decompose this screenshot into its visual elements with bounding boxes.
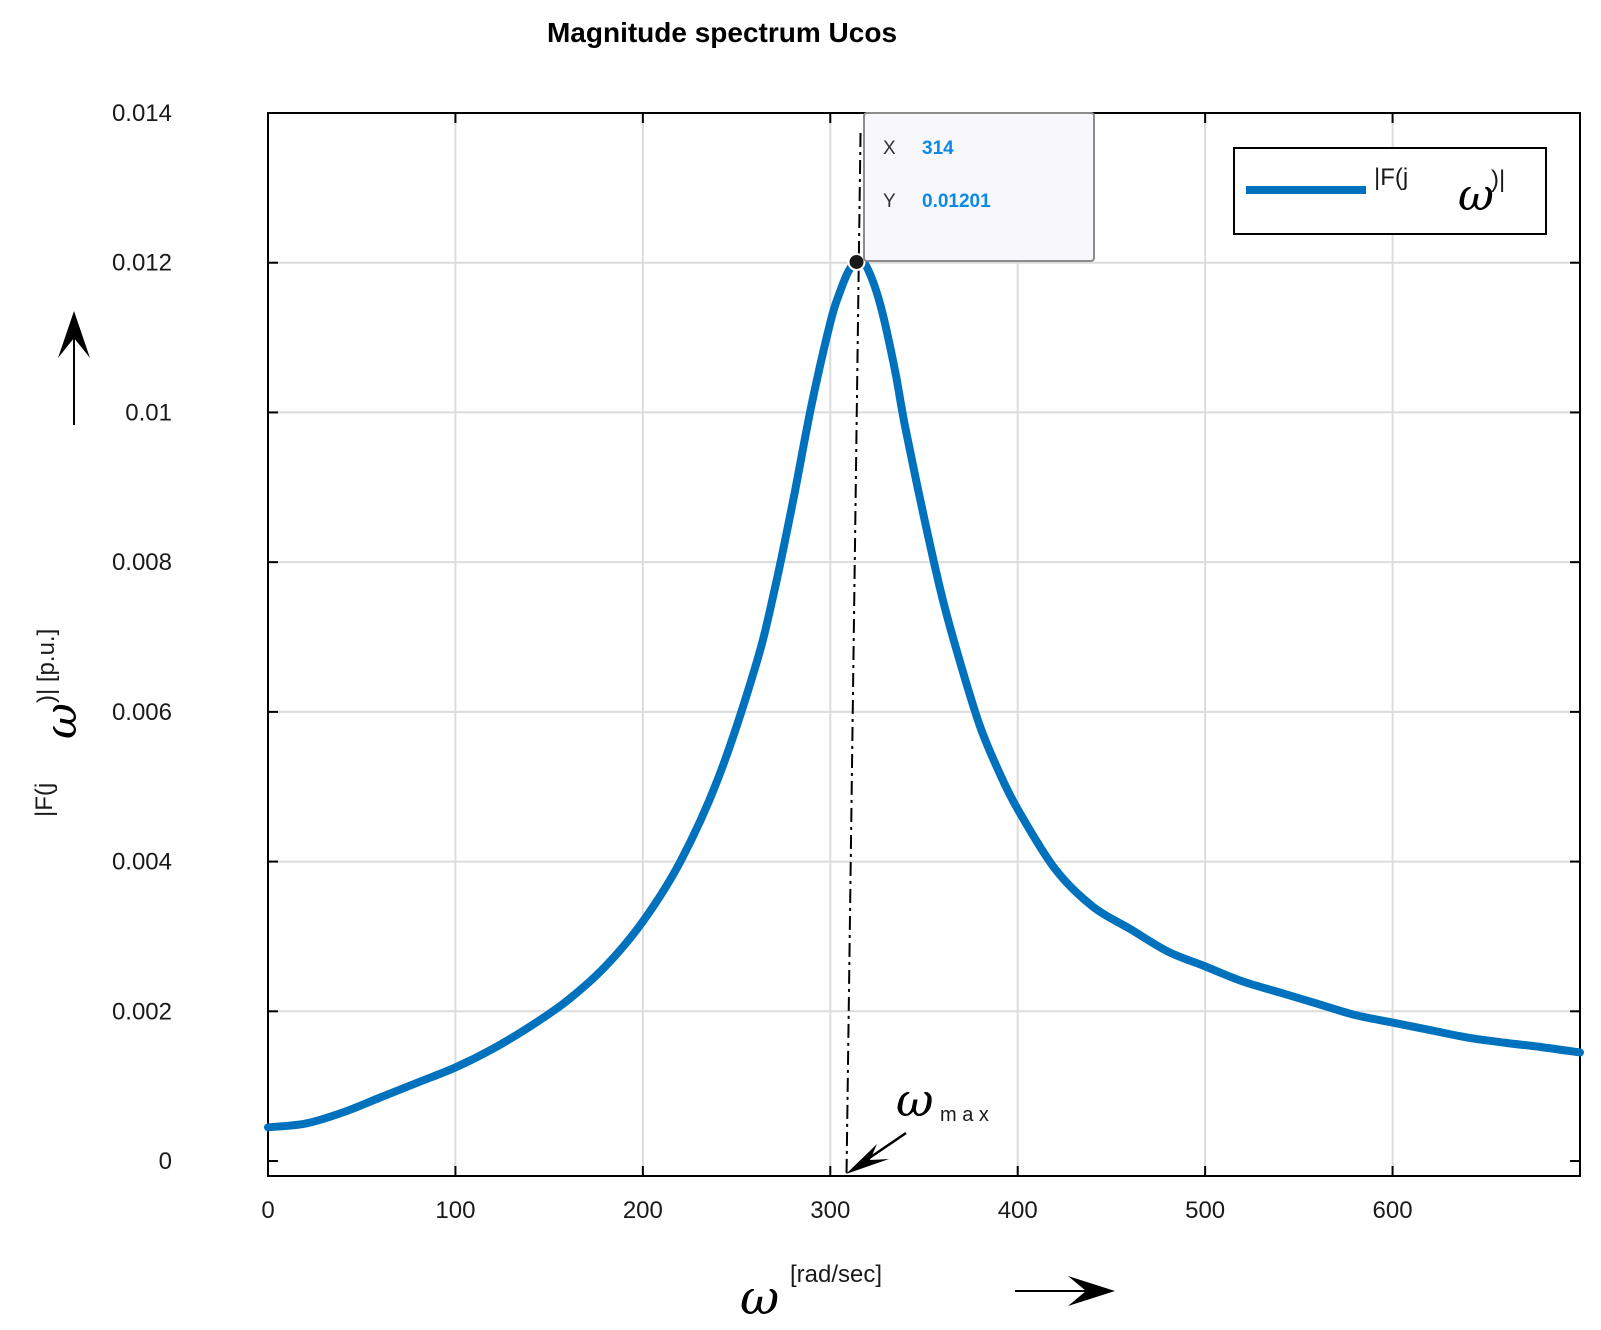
y-tick-label: 0.01 xyxy=(125,399,172,426)
y-axis-arrow-icon xyxy=(58,311,90,425)
x-tick-labels: 0 100 200 300 400 500 600 xyxy=(261,1197,1412,1224)
datatip-y-key: Y xyxy=(883,191,896,212)
y-tick-label: 0 xyxy=(159,1148,172,1175)
x-label-omega: ω xyxy=(740,1270,779,1326)
omega-max-symbol: ω xyxy=(896,1073,934,1127)
datatip-x-key: X xyxy=(883,138,896,159)
omega-max-subscript: m a x xyxy=(940,1104,989,1126)
y-tick-label: 0.004 xyxy=(112,849,172,876)
peak-marker-line xyxy=(845,132,862,1175)
omega-max-annotation: ω m a x xyxy=(846,1073,989,1174)
y-label-prefix: |F(j xyxy=(31,783,58,817)
y-tick-label: 0.014 xyxy=(112,100,172,127)
datatip-point[interactable] xyxy=(847,252,866,271)
y-tick-labels: 0 0.002 0.004 0.006 0.008 0.01 0.012 0.014 xyxy=(112,100,172,1175)
y-tick-label: 0.012 xyxy=(112,250,172,277)
y-tick-label: 0.006 xyxy=(112,699,172,726)
legend-label-omega: ω xyxy=(1458,170,1494,221)
grid-lines xyxy=(267,113,1580,1176)
x-tick-label: 0 xyxy=(261,1197,274,1224)
datatip-y-value: 0.01201 xyxy=(922,191,991,212)
y-tick-label: 0.002 xyxy=(112,998,172,1025)
datatip-box[interactable]: X 314 Y 0.01201 xyxy=(863,112,1095,262)
legend-label-suffix: )| xyxy=(1491,166,1505,193)
x-axis-arrow-icon xyxy=(1015,1276,1115,1306)
chart-title: Magnitude spectrum Ucos xyxy=(547,17,897,48)
x-tick-label: 400 xyxy=(998,1197,1038,1224)
y-axis-label: |F(j ω )| [p.u.] xyxy=(31,629,87,817)
datatip-x-value: 314 xyxy=(922,138,954,159)
x-label-unit: [rad/sec] xyxy=(790,1261,882,1288)
x-tick-label: 500 xyxy=(1185,1197,1225,1224)
y-tick-label: 0.008 xyxy=(112,549,172,576)
y-label-omega: ω xyxy=(36,703,87,739)
x-tick-label: 100 xyxy=(435,1197,475,1224)
series-line-magnitude xyxy=(264,256,1584,1132)
x-tick-label: 300 xyxy=(810,1197,850,1224)
legend-label-prefix: |F(j xyxy=(1374,164,1408,191)
plot-frame xyxy=(267,112,1581,1177)
legend: |F(j ω )| xyxy=(1233,147,1547,235)
x-tick-label: 200 xyxy=(623,1197,663,1224)
x-tick-label: 600 xyxy=(1373,1197,1413,1224)
y-label-suffix: )| [p.u.] xyxy=(33,629,60,703)
